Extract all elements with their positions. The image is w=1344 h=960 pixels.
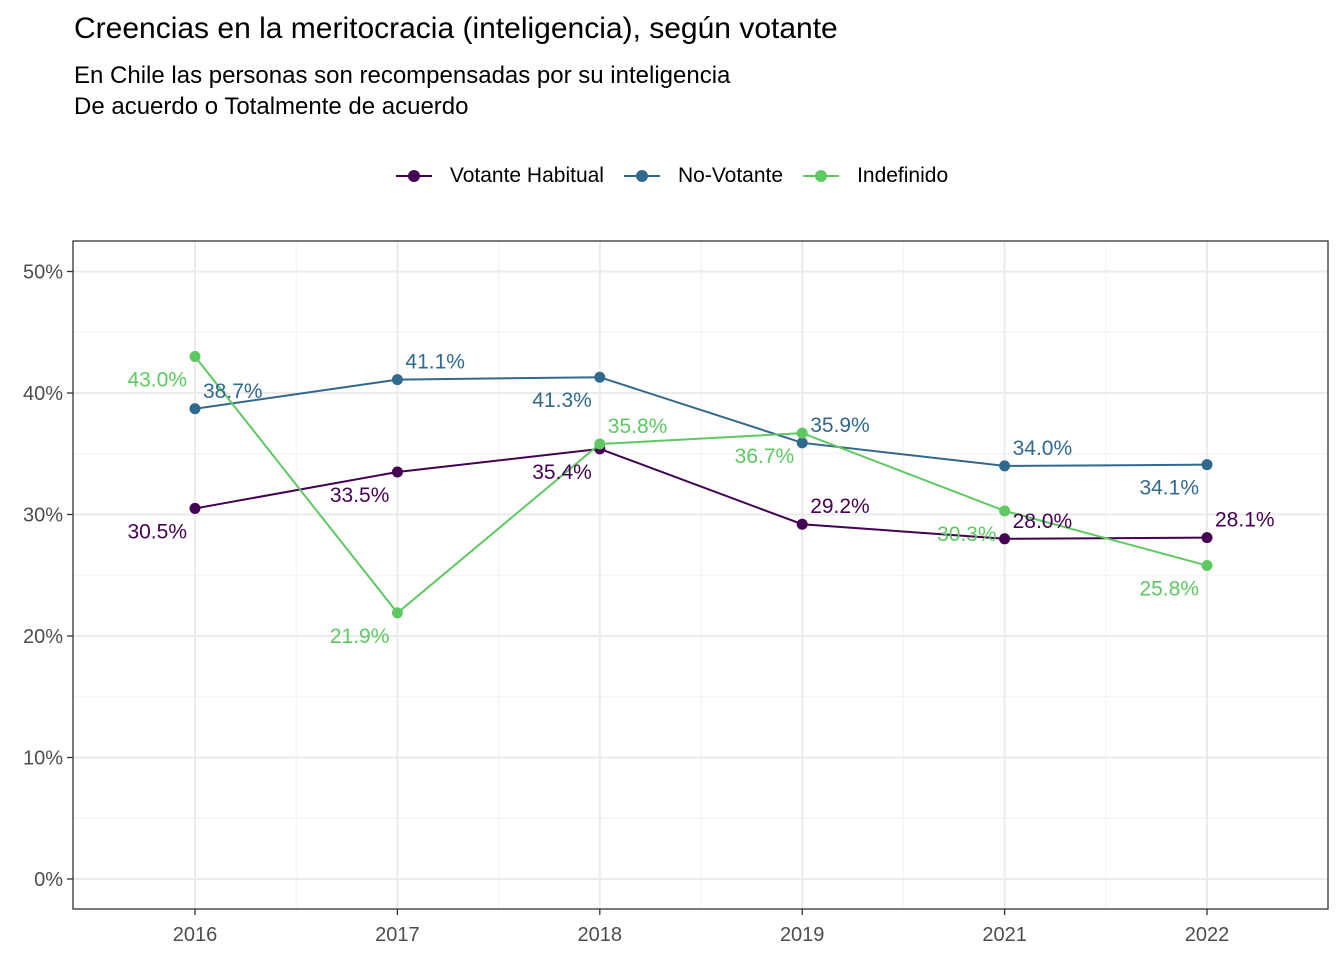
data-point-no-votante [796, 437, 808, 449]
x-tick-label: 2018 [578, 924, 623, 946]
data-point-indefinido [999, 505, 1011, 517]
data-label-indefinido: 36.7% [735, 445, 795, 468]
data-point-votante-habitual [189, 502, 201, 514]
data-label-indefinido: 43.0% [127, 369, 187, 392]
data-label-indefinido: 25.8% [1139, 578, 1199, 601]
y-tick-label: 20% [23, 626, 63, 648]
legend-key-votante-habitual: a [395, 164, 432, 188]
data-label-votante-habitual: 33.5% [330, 484, 390, 507]
legend-item-indefinido: a Indefinido [803, 164, 948, 188]
x-tick-label: 2017 [375, 924, 420, 946]
subtitle-line-1: En Chile las personas son recompensadas … [74, 62, 731, 89]
y-tick-label: 30% [23, 505, 63, 527]
data-point-votante-habitual [391, 466, 403, 478]
data-point-indefinido [189, 351, 201, 363]
y-tick-label: 10% [23, 748, 63, 770]
data-point-votante-habitual [796, 518, 808, 530]
data-point-indefinido [1201, 560, 1213, 572]
chart-subtitle: En Chile las personas son recompensadas … [74, 60, 730, 122]
data-point-no-votante [999, 460, 1011, 472]
data-point-indefinido [594, 438, 606, 450]
x-tick-label: 2019 [780, 924, 825, 946]
y-tick-label: 50% [23, 262, 63, 284]
data-point-no-votante [391, 374, 403, 386]
data-label-indefinido: 30.3% [937, 523, 997, 546]
data-label-indefinido: 35.8% [608, 415, 668, 438]
legend-item-no-votante: a No-Votante [623, 164, 784, 188]
x-tick-label: 2022 [1185, 924, 1230, 946]
data-label-votante-habitual: 28.1% [1215, 509, 1275, 532]
data-label-no-votante: 34.1% [1139, 477, 1199, 500]
data-label-votante-habitual: 29.2% [810, 495, 870, 518]
data-label-indefinido: 21.9% [330, 625, 390, 648]
data-point-votante-habitual [999, 533, 1011, 545]
y-tick-label: 40% [23, 383, 63, 405]
series-line-no-votante [194, 376, 1208, 467]
data-point-no-votante [189, 403, 201, 415]
y-tick-label: 0% [34, 869, 63, 891]
legend: a Votante Habitual a No-Votante a Indefi… [0, 160, 1344, 192]
data-point-indefinido [391, 607, 403, 619]
data-label-no-votante: 35.9% [810, 414, 870, 437]
data-point-no-votante [594, 371, 606, 383]
legend-item-votante-habitual: a Votante Habitual [395, 164, 604, 188]
data-label-votante-habitual: 28.0% [1013, 510, 1073, 533]
x-tick-label: 2021 [982, 924, 1027, 946]
legend-key-no-votante: a [623, 164, 660, 188]
data-point-votante-habitual [1201, 532, 1213, 544]
data-label-no-votante: 34.0% [1013, 437, 1073, 460]
data-point-no-votante [1201, 459, 1213, 471]
data-label-votante-habitual: 35.4% [532, 461, 592, 484]
data-label-no-votante: 41.1% [405, 351, 465, 374]
series-line-votante-habitual [194, 447, 1208, 540]
plot-border [72, 240, 1329, 910]
legend-label-votante-habitual: Votante Habitual [449, 164, 604, 187]
data-label-no-votante: 41.3% [532, 389, 592, 412]
series-line-indefinido [194, 355, 1208, 615]
data-label-no-votante: 38.7% [203, 380, 263, 403]
legend-label-indefinido: Indefinido [857, 164, 949, 187]
data-point-indefinido [796, 427, 808, 439]
chart-title: Creencias en la meritocracia (inteligenc… [74, 12, 838, 45]
x-tick-label: 2016 [173, 924, 218, 946]
subtitle-line-2: De acuerdo o Totalmente de acuerdo [74, 93, 469, 120]
legend-key-indefinido: a [803, 164, 840, 188]
legend-label-no-votante: No-Votante [677, 164, 784, 187]
data-label-votante-habitual: 30.5% [127, 520, 187, 543]
